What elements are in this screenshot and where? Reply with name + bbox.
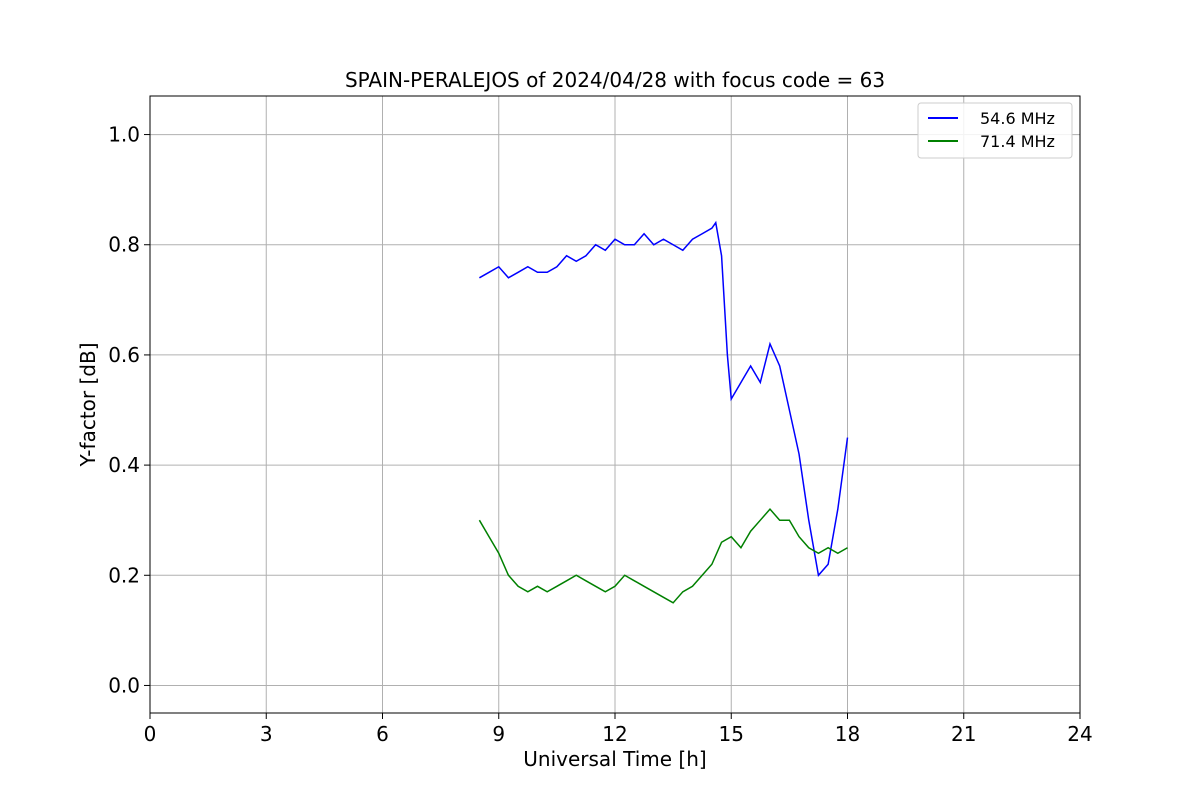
x-tick-label: 3 bbox=[260, 722, 273, 746]
y-tick-label: 0.0 bbox=[108, 673, 140, 697]
ticks: 0 3 6 9 12 15 18 21 24 0.0 0.2 0.4 0.6 0.8 1.0 bbox=[108, 123, 1093, 746]
x-tick-label: 6 bbox=[376, 722, 389, 746]
x-tick-label: 0 bbox=[144, 722, 157, 746]
x-tick-label: 24 bbox=[1067, 722, 1092, 746]
grid bbox=[149, 96, 1081, 713]
y-tick-label: 0.8 bbox=[108, 233, 140, 257]
x-axis-label: Universal Time [h] bbox=[523, 747, 706, 771]
legend: 54.6 MHz 71.4 MHz bbox=[917, 102, 1073, 159]
y-tick-label: 0.4 bbox=[108, 453, 140, 477]
chart-title: SPAIN-PERALEJOS of 2024/04/28 with focus… bbox=[345, 68, 885, 92]
y-tick-label: 0.2 bbox=[108, 563, 140, 587]
y-tick-label: 0.6 bbox=[108, 343, 140, 367]
y-axis-label: Y-factor [dB] bbox=[76, 342, 100, 467]
legend-label-71-4-mhz: 71.4 MHz bbox=[980, 132, 1055, 151]
x-tick-label: 15 bbox=[719, 722, 744, 746]
series-layer bbox=[478, 220, 849, 604]
series-71-4-mhz-line bbox=[478, 508, 848, 604]
legend-box bbox=[917, 102, 1073, 159]
legend-label-54-6-mhz: 54.6 MHz bbox=[980, 109, 1055, 128]
x-tick-label: 21 bbox=[951, 722, 976, 746]
series-54-6-mhz-line bbox=[479, 220, 849, 577]
y-tick-label: 1.0 bbox=[108, 123, 140, 147]
x-tick-label: 18 bbox=[835, 722, 860, 746]
x-tick-label: 12 bbox=[602, 722, 627, 746]
x-tick-label: 9 bbox=[492, 722, 505, 746]
